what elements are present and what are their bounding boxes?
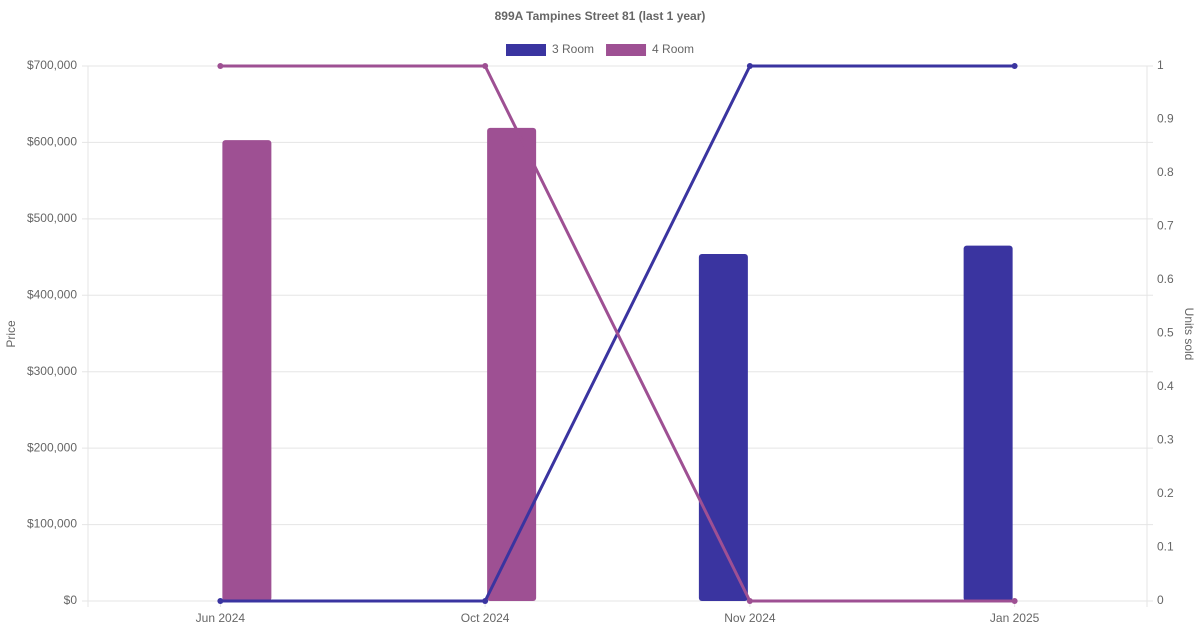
- y-tick-label: $300,000: [27, 364, 77, 378]
- y-tick-label: $0: [64, 593, 78, 607]
- x-tick-label: Jan 2025: [990, 611, 1040, 625]
- y-tick-label: $200,000: [27, 440, 77, 454]
- y2-tick-label: 0.1: [1157, 540, 1174, 554]
- chart-title: 899A Tampines Street 81 (last 1 year): [495, 9, 706, 23]
- y-tick-label: $700,000: [27, 58, 77, 72]
- y2-tick-label: 0: [1157, 593, 1164, 607]
- x-tick-label: Jun 2024: [196, 611, 246, 625]
- y2-tick-label: 0.3: [1157, 433, 1174, 447]
- point: [1011, 598, 1018, 604]
- y2-tick-label: 0.8: [1157, 165, 1174, 179]
- y-tick-label: $100,000: [27, 517, 77, 531]
- y2-tick-label: 0.6: [1157, 272, 1174, 286]
- point: [217, 598, 224, 604]
- legend-label: 3 Room: [552, 42, 594, 56]
- y-tick-label: $400,000: [27, 287, 77, 301]
- point: [746, 598, 753, 604]
- point: [217, 63, 224, 69]
- bar: [963, 245, 1013, 601]
- bar: [222, 140, 272, 601]
- legend-swatch: [606, 44, 647, 56]
- y-axis-title: Price: [4, 320, 18, 348]
- y-tick-label: $500,000: [27, 211, 77, 225]
- y2-tick-label: 0.9: [1157, 112, 1174, 126]
- y2-tick-label: 0.5: [1157, 326, 1174, 340]
- x-tick-label: Oct 2024: [461, 611, 510, 625]
- bar: [698, 254, 748, 601]
- line: [220, 64, 1015, 603]
- legend-label: 4 Room: [652, 42, 694, 56]
- x-tick-label: Nov 2024: [724, 611, 776, 625]
- y2-tick-label: 0.2: [1157, 486, 1174, 500]
- legend-swatch: [506, 44, 546, 56]
- bar: [487, 127, 537, 602]
- point: [482, 598, 489, 604]
- y2-tick-label: 0.4: [1157, 379, 1174, 393]
- y2-tick-label: 0.7: [1157, 219, 1174, 233]
- y2-tick-label: 1: [1157, 58, 1164, 72]
- point: [482, 63, 489, 69]
- y2-axis-title: Units sold: [1182, 308, 1196, 361]
- point: [746, 63, 753, 69]
- y-tick-label: $600,000: [27, 135, 77, 149]
- point: [1011, 63, 1018, 69]
